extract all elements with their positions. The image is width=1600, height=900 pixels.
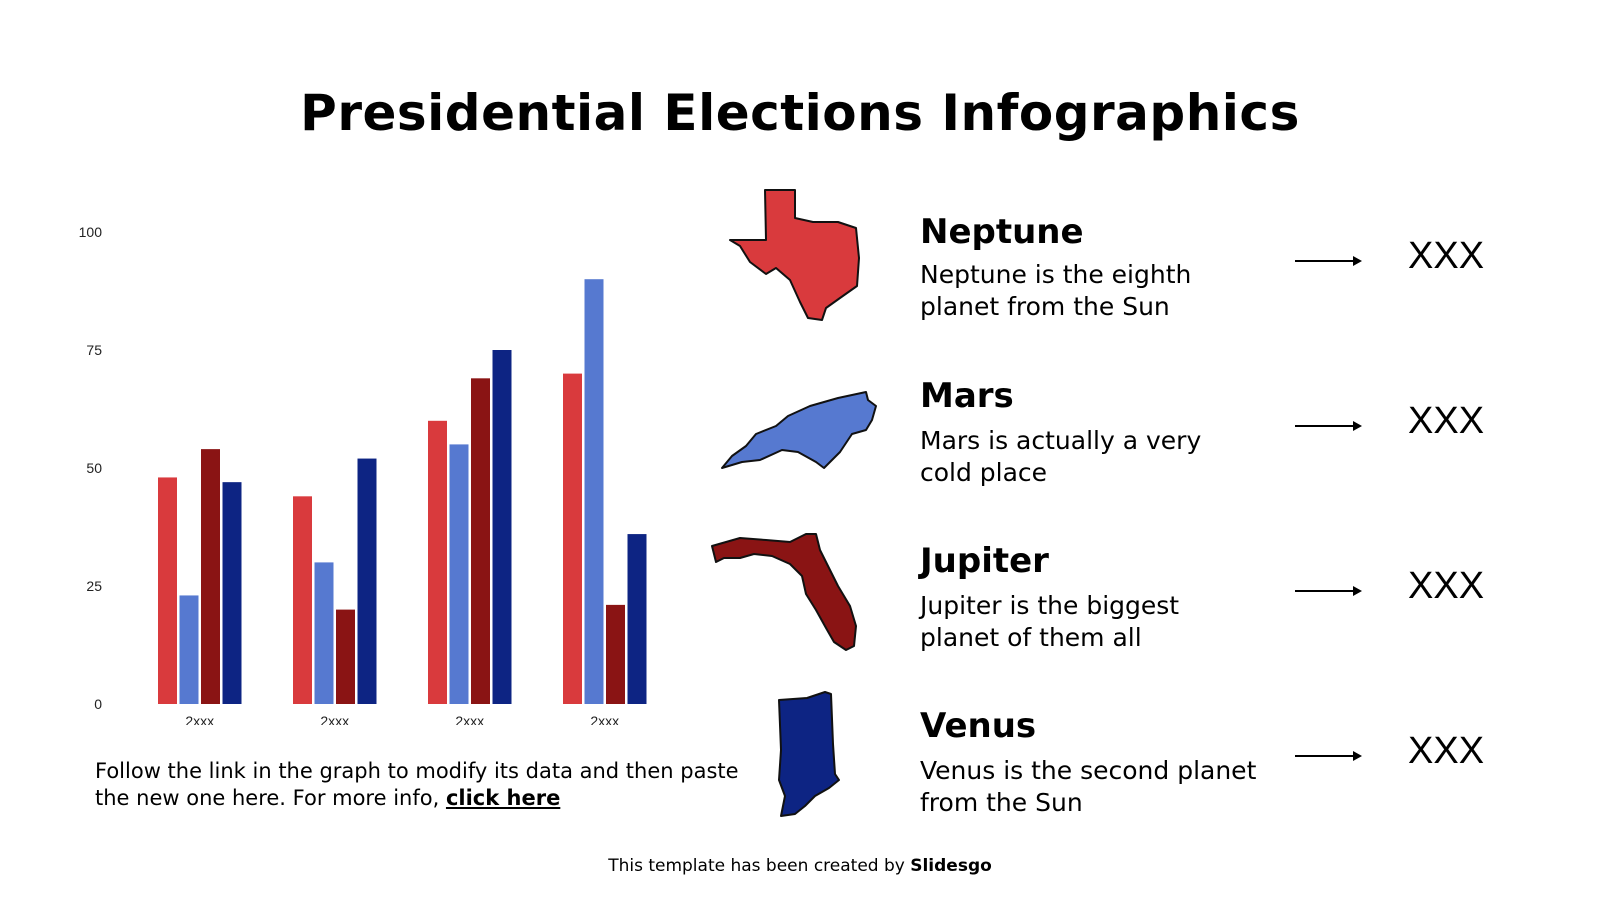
bar bbox=[357, 458, 377, 704]
bar bbox=[584, 279, 604, 704]
item-name-mars: Mars bbox=[920, 376, 1014, 416]
x-tick-label: 2xxx bbox=[185, 713, 214, 725]
chart-note: Follow the link in the graph to modify i… bbox=[95, 758, 755, 812]
bar bbox=[201, 449, 220, 704]
bar bbox=[449, 444, 469, 704]
item-name-jupiter: Jupiter bbox=[920, 541, 1049, 581]
item-desc-venus: Venus is the second planet from the Sun bbox=[920, 756, 1257, 817]
north-carolina-icon bbox=[721, 391, 877, 469]
chart-note-text: Follow the link in the graph to modify i… bbox=[95, 759, 739, 810]
bar bbox=[222, 482, 242, 704]
item-value-jupiter: XXX bbox=[1408, 565, 1485, 607]
bar bbox=[336, 609, 355, 704]
y-tick-label: 75 bbox=[86, 342, 102, 358]
bar bbox=[179, 595, 199, 704]
texas-icon bbox=[729, 189, 860, 321]
bar bbox=[627, 534, 647, 704]
y-tick-label: 50 bbox=[86, 460, 102, 476]
y-tick-label: 25 bbox=[86, 578, 102, 594]
x-tick-label: 2xxx bbox=[455, 713, 484, 725]
x-tick-label: 2xxx bbox=[320, 713, 349, 725]
item-value-neptune: XXX bbox=[1408, 235, 1485, 277]
indiana-icon bbox=[778, 691, 840, 817]
bar bbox=[563, 373, 582, 704]
x-tick-label: 2xxx bbox=[590, 713, 619, 725]
y-tick-label: 100 bbox=[79, 224, 103, 240]
bar bbox=[158, 477, 177, 704]
bars bbox=[158, 279, 647, 704]
bar bbox=[293, 496, 312, 704]
bar bbox=[428, 420, 447, 704]
item-name-venus: Venus bbox=[920, 706, 1037, 746]
item-desc-jupiter: Jupiter is the biggest planet of them al… bbox=[920, 591, 1180, 652]
footer-brand: Slidesgo bbox=[910, 856, 992, 876]
item-value-venus: XXX bbox=[1408, 730, 1485, 772]
bar bbox=[492, 350, 512, 704]
bar-chart: 0 25 50 75 100 2xxx 2xxx 2xxx 2xxx bbox=[79, 224, 647, 725]
footer: This template has been created by Slides… bbox=[0, 856, 1600, 876]
y-axis-ticks: 0 25 50 75 100 bbox=[79, 224, 103, 712]
page-title: Presidential Elections Infographics bbox=[300, 84, 1300, 142]
bar bbox=[471, 378, 490, 704]
arrow-right-icon bbox=[1295, 421, 1362, 431]
x-axis-ticks: 2xxx 2xxx 2xxx 2xxx bbox=[185, 713, 619, 725]
item-desc-neptune: Neptune is the eighth planet from the Su… bbox=[920, 260, 1192, 321]
item-desc-mars: Mars is actually a very cold place bbox=[920, 426, 1202, 487]
item-value-mars: XXX bbox=[1408, 400, 1485, 442]
arrow-right-icon bbox=[1295, 256, 1362, 266]
florida-icon bbox=[711, 533, 857, 651]
click-here-link[interactable]: click here bbox=[445, 786, 561, 810]
item-name-neptune: Neptune bbox=[920, 212, 1084, 252]
bar bbox=[314, 562, 334, 704]
arrow-right-icon bbox=[1295, 751, 1362, 761]
arrow-right-icon bbox=[1295, 586, 1362, 596]
bar bbox=[606, 604, 625, 704]
footer-text: This template has been created by bbox=[608, 856, 911, 876]
y-tick-label: 0 bbox=[94, 696, 102, 712]
